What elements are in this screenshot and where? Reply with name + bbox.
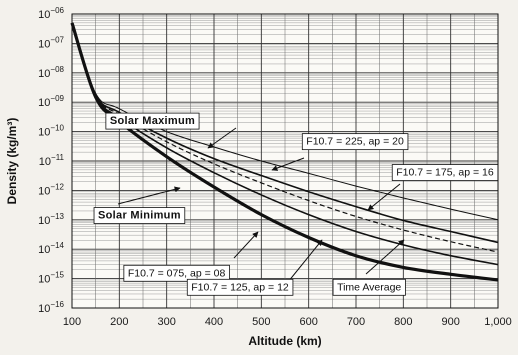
y-tick-label: 10−15 [38, 271, 64, 286]
y-tick-label: 10−13 [38, 212, 64, 227]
x-tick-label: 100 [63, 316, 81, 328]
y-tick-base: 10 [38, 68, 50, 80]
annotation-label: F10.7 = 075, ap = 08 [128, 267, 226, 279]
y-tick-exponent: −15 [50, 271, 64, 280]
y-tick-exponent: −14 [50, 241, 64, 250]
annotation-arrow-0 [207, 127, 237, 149]
y-tick-base: 10 [38, 97, 50, 109]
y-tick-base: 10 [38, 274, 50, 286]
y-tick-base: 10 [38, 127, 50, 139]
annotation-f075: F10.7 = 075, ap = 08 [123, 264, 230, 282]
annotation-timeavg: Time Average [332, 278, 406, 296]
series-line-2 [71, 22, 499, 253]
x-tick-label: 300 [157, 316, 175, 328]
x-tick-label: 900 [441, 316, 459, 328]
y-tick-base: 10 [38, 185, 50, 197]
y-tick-exponent: −09 [50, 94, 64, 103]
y-tick-base: 10 [38, 303, 50, 315]
y-tick-exponent: −12 [50, 182, 64, 191]
annotation-solar-max: Solar Maximum [105, 112, 200, 130]
annotation-label: Solar Maximum [110, 115, 195, 127]
annotation-arrow-2 [271, 157, 305, 171]
annotation-arrow-1 [117, 186, 181, 205]
y-tick-base: 10 [38, 244, 50, 256]
x-tick-label: 600 [299, 316, 317, 328]
annotation-arrow-6 [365, 239, 405, 275]
annotation-arrow-3 [367, 183, 401, 211]
y-tick-label: 10−06 [38, 6, 64, 21]
y-axis-title: Density (kg/m³) [5, 118, 19, 205]
plot-frame [71, 13, 499, 309]
y-tick-exponent: −10 [50, 124, 64, 133]
x-tick-label: 400 [205, 316, 223, 328]
y-tick-label: 10−12 [38, 182, 64, 197]
annotation-box [186, 278, 294, 296]
y-tick-label: 10−14 [38, 241, 64, 256]
annotation-label: F10.7 = 125, ap = 12 [191, 281, 289, 293]
series-line-0 [71, 22, 499, 221]
annotation-leaders [117, 127, 405, 283]
y-tick-exponent: −11 [51, 153, 65, 162]
y-tick-label: 10−09 [38, 94, 64, 109]
x-tick-labels: 100 200 300 400 500 600 700 800 900 1,000 [63, 316, 512, 328]
annotation-box [93, 207, 186, 224]
annotation-label: Solar Minimum [98, 210, 181, 222]
annotation-box [123, 264, 230, 282]
y-tick-base: 10 [38, 215, 50, 227]
x-tick-label: 800 [394, 316, 412, 328]
y-tick-exponent: −13 [50, 212, 64, 221]
y-tick-base: 10 [38, 38, 50, 50]
series-line-3 [71, 22, 499, 266]
annotation-arrow-4 [233, 231, 259, 259]
annotation-arrow-5 [287, 239, 323, 283]
x-tick-label: 200 [110, 316, 128, 328]
annotation-label: Time Average [337, 281, 401, 293]
y-tick-label: 10−11 [39, 153, 65, 168]
x-tick-label: 1,000 [484, 316, 512, 328]
y-tick-base: 10 [38, 9, 50, 21]
annotation-f175: F10.7 = 175, ap = 16 [391, 164, 499, 181]
annotation-box [301, 133, 409, 151]
annotation-box [105, 112, 200, 130]
annotations: Solar Maximum Solar Minimum F10.7 = 225, a… [93, 112, 499, 296]
annotation-box [332, 278, 406, 296]
y-tick-label: 10−07 [38, 35, 64, 50]
annotation-label: F10.7 = 175, ap = 16 [396, 167, 494, 179]
y-tick-base: 10 [39, 156, 51, 168]
y-tick-exponent: −06 [50, 6, 64, 15]
x-tick-label: 700 [347, 316, 365, 328]
annotation-label: F10.7 = 225, ap = 20 [306, 136, 404, 148]
annotation-f125: F10.7 = 125, ap = 12 [186, 278, 294, 296]
x-tick-label: 500 [252, 316, 270, 328]
series-line-1 [71, 22, 499, 244]
x-axis-title: Altitude (km) [248, 334, 321, 348]
y-tick-exponent: −07 [50, 35, 64, 44]
grid [71, 13, 499, 309]
y-tick-exponent: −08 [50, 65, 64, 74]
annotation-box [391, 164, 499, 181]
y-tick-label: 10−16 [38, 300, 64, 315]
y-tick-label: 10−08 [38, 65, 64, 80]
y-tick-labels: 10−0610−0710−0810−0910−1010−1110−1210−13… [38, 6, 64, 315]
annotation-solar-min: Solar Minimum [93, 207, 186, 224]
y-tick-label: 10−10 [38, 124, 64, 139]
y-tick-exponent: −16 [50, 300, 64, 309]
annotation-f225: F10.7 = 225, ap = 20 [301, 133, 409, 151]
